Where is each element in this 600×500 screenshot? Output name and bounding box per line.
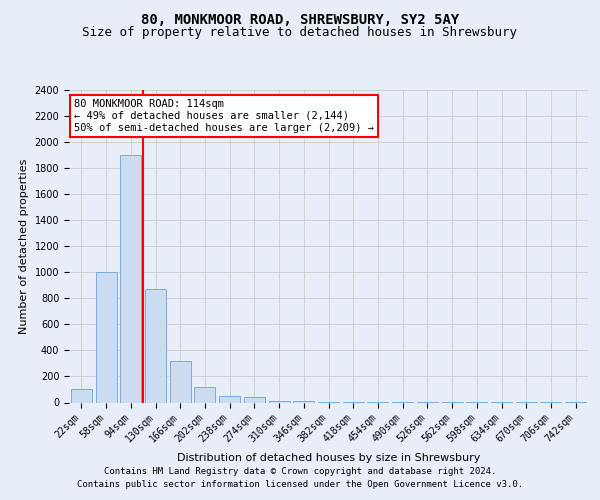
Text: 80, MONKMOOR ROAD, SHREWSBURY, SY2 5AY: 80, MONKMOOR ROAD, SHREWSBURY, SY2 5AY <box>141 12 459 26</box>
Text: Contains public sector information licensed under the Open Government Licence v3: Contains public sector information licen… <box>77 480 523 489</box>
Text: Size of property relative to detached houses in Shrewsbury: Size of property relative to detached ho… <box>83 26 517 39</box>
Bar <box>269 400 290 402</box>
Bar <box>194 387 215 402</box>
X-axis label: Distribution of detached houses by size in Shrewsbury: Distribution of detached houses by size … <box>177 452 480 462</box>
Bar <box>244 398 265 402</box>
Bar <box>120 155 141 402</box>
Bar <box>170 361 191 403</box>
Y-axis label: Number of detached properties: Number of detached properties <box>19 158 29 334</box>
Bar <box>95 272 116 402</box>
Bar <box>219 396 240 402</box>
Bar <box>145 289 166 403</box>
Bar <box>71 390 92 402</box>
Bar <box>293 401 314 402</box>
Text: Contains HM Land Registry data © Crown copyright and database right 2024.: Contains HM Land Registry data © Crown c… <box>104 467 496 476</box>
Text: 80 MONKMOOR ROAD: 114sqm
← 49% of detached houses are smaller (2,144)
50% of sem: 80 MONKMOOR ROAD: 114sqm ← 49% of detach… <box>74 100 374 132</box>
